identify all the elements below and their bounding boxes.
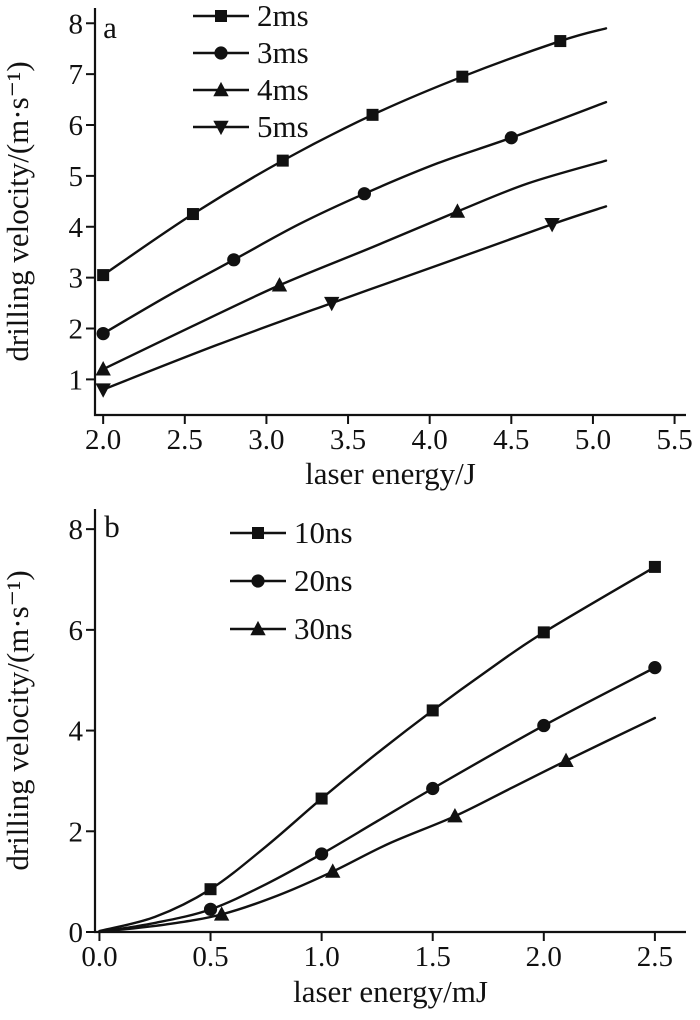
- svg-text:1: 1: [69, 364, 84, 396]
- svg-text:3.5: 3.5: [330, 424, 366, 456]
- svg-text:5: 5: [69, 161, 84, 193]
- svg-text:1.5: 1.5: [415, 941, 451, 973]
- svg-text:2: 2: [69, 816, 84, 848]
- svg-text:2.0: 2.0: [85, 424, 121, 456]
- svg-text:4.0: 4.0: [412, 424, 448, 456]
- svg-text:4: 4: [69, 716, 84, 748]
- svg-text:2ms: 2ms: [257, 0, 309, 33]
- svg-text:0.0: 0.0: [81, 941, 117, 973]
- svg-text:8: 8: [69, 8, 84, 40]
- svg-text:2.5: 2.5: [167, 424, 203, 456]
- svg-text:7: 7: [69, 59, 84, 91]
- svg-text:laser energy/mJ: laser energy/mJ: [293, 974, 488, 1009]
- svg-text:5.0: 5.0: [575, 424, 611, 456]
- svg-text:3ms: 3ms: [257, 35, 309, 70]
- svg-text:drilling velocity/(m·s⁻¹): drilling velocity/(m·s⁻¹): [0, 61, 35, 361]
- svg-text:b: b: [104, 509, 120, 544]
- svg-text:4ms: 4ms: [257, 72, 309, 107]
- svg-text:5ms: 5ms: [257, 109, 309, 144]
- svg-text:4: 4: [69, 212, 84, 244]
- svg-text:0: 0: [69, 917, 84, 949]
- svg-text:0.5: 0.5: [192, 941, 228, 973]
- panel-a-chart: 2.0 2.5 3.0 3.5 4.0 4.5 5.0 5.5 1 2 3 4 5 6 7 8 laser en…: [0, 0, 693, 491]
- svg-text:20ns: 20ns: [294, 563, 353, 598]
- svg-text:8: 8: [69, 514, 84, 546]
- svg-text:4.5: 4.5: [493, 424, 529, 456]
- svg-text:2.0: 2.0: [526, 941, 562, 973]
- svg-text:5.5: 5.5: [656, 424, 692, 456]
- svg-text:6: 6: [69, 110, 84, 142]
- svg-text:2.5: 2.5: [637, 941, 673, 973]
- svg-text:a: a: [103, 10, 117, 45]
- svg-text:10ns: 10ns: [294, 515, 353, 550]
- svg-text:3.0: 3.0: [248, 424, 284, 456]
- svg-text:laser energy/J: laser energy/J: [305, 456, 476, 491]
- svg-text:6: 6: [69, 615, 84, 647]
- svg-text:1.0: 1.0: [303, 941, 339, 973]
- svg-text:3: 3: [69, 263, 84, 295]
- svg-text:drilling velocity/(m·s⁻¹): drilling velocity/(m·s⁻¹): [0, 570, 35, 870]
- panel-b-chart: 0.0 0.5 1.0 1.5 2.0 2.5 0 2 4 6 8 laser energy/mJ dr…: [0, 509, 686, 1009]
- svg-text:2: 2: [69, 314, 84, 346]
- svg-text:30ns: 30ns: [294, 611, 353, 646]
